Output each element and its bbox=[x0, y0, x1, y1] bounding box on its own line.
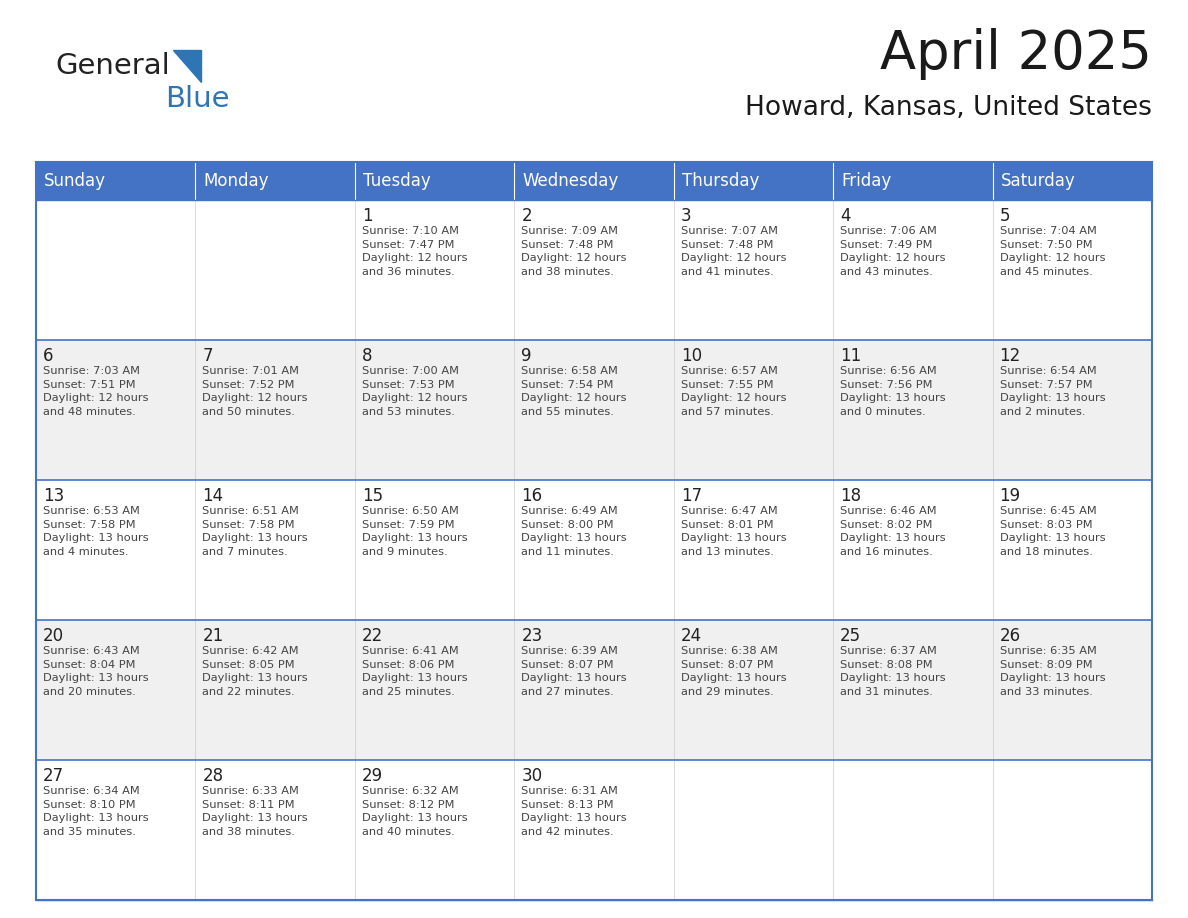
Text: Monday: Monday bbox=[203, 172, 268, 190]
Text: Sunrise: 6:43 AM
Sunset: 8:04 PM
Daylight: 13 hours
and 20 minutes.: Sunrise: 6:43 AM Sunset: 8:04 PM Dayligh… bbox=[43, 646, 148, 697]
Text: Blue: Blue bbox=[165, 85, 229, 113]
Text: 30: 30 bbox=[522, 767, 543, 785]
Text: 6: 6 bbox=[43, 347, 53, 365]
Text: 4: 4 bbox=[840, 207, 851, 225]
Text: Sunday: Sunday bbox=[44, 172, 106, 190]
Text: Sunrise: 6:56 AM
Sunset: 7:56 PM
Daylight: 13 hours
and 0 minutes.: Sunrise: 6:56 AM Sunset: 7:56 PM Dayligh… bbox=[840, 366, 946, 417]
Text: Sunrise: 6:34 AM
Sunset: 8:10 PM
Daylight: 13 hours
and 35 minutes.: Sunrise: 6:34 AM Sunset: 8:10 PM Dayligh… bbox=[43, 786, 148, 837]
Text: 22: 22 bbox=[362, 627, 383, 645]
Text: Sunrise: 6:38 AM
Sunset: 8:07 PM
Daylight: 13 hours
and 29 minutes.: Sunrise: 6:38 AM Sunset: 8:07 PM Dayligh… bbox=[681, 646, 786, 697]
Polygon shape bbox=[173, 50, 201, 82]
Text: Sunrise: 6:50 AM
Sunset: 7:59 PM
Daylight: 13 hours
and 9 minutes.: Sunrise: 6:50 AM Sunset: 7:59 PM Dayligh… bbox=[362, 506, 468, 557]
Text: 24: 24 bbox=[681, 627, 702, 645]
Text: Sunrise: 7:06 AM
Sunset: 7:49 PM
Daylight: 12 hours
and 43 minutes.: Sunrise: 7:06 AM Sunset: 7:49 PM Dayligh… bbox=[840, 226, 946, 277]
Bar bbox=[514, 162, 674, 200]
Bar bbox=[36, 200, 1152, 340]
Text: 2: 2 bbox=[522, 207, 532, 225]
Text: Thursday: Thursday bbox=[682, 172, 759, 190]
Text: Sunrise: 6:37 AM
Sunset: 8:08 PM
Daylight: 13 hours
and 31 minutes.: Sunrise: 6:37 AM Sunset: 8:08 PM Dayligh… bbox=[840, 646, 946, 697]
Text: 26: 26 bbox=[999, 627, 1020, 645]
Text: 7: 7 bbox=[202, 347, 213, 365]
Text: Sunrise: 6:54 AM
Sunset: 7:57 PM
Daylight: 13 hours
and 2 minutes.: Sunrise: 6:54 AM Sunset: 7:57 PM Dayligh… bbox=[999, 366, 1105, 417]
Text: Sunrise: 6:47 AM
Sunset: 8:01 PM
Daylight: 13 hours
and 13 minutes.: Sunrise: 6:47 AM Sunset: 8:01 PM Dayligh… bbox=[681, 506, 786, 557]
Text: Sunrise: 6:49 AM
Sunset: 8:00 PM
Daylight: 13 hours
and 11 minutes.: Sunrise: 6:49 AM Sunset: 8:00 PM Dayligh… bbox=[522, 506, 627, 557]
Text: 5: 5 bbox=[999, 207, 1010, 225]
Text: 16: 16 bbox=[522, 487, 543, 505]
Text: Howard, Kansas, United States: Howard, Kansas, United States bbox=[745, 95, 1152, 121]
Bar bbox=[36, 620, 1152, 760]
Text: 27: 27 bbox=[43, 767, 64, 785]
Bar bbox=[355, 162, 514, 200]
Text: 11: 11 bbox=[840, 347, 861, 365]
Text: Friday: Friday bbox=[841, 172, 891, 190]
Text: 18: 18 bbox=[840, 487, 861, 505]
Text: Sunrise: 6:46 AM
Sunset: 8:02 PM
Daylight: 13 hours
and 16 minutes.: Sunrise: 6:46 AM Sunset: 8:02 PM Dayligh… bbox=[840, 506, 946, 557]
Text: Sunrise: 6:39 AM
Sunset: 8:07 PM
Daylight: 13 hours
and 27 minutes.: Sunrise: 6:39 AM Sunset: 8:07 PM Dayligh… bbox=[522, 646, 627, 697]
Text: 1: 1 bbox=[362, 207, 373, 225]
Text: Sunrise: 6:57 AM
Sunset: 7:55 PM
Daylight: 12 hours
and 57 minutes.: Sunrise: 6:57 AM Sunset: 7:55 PM Dayligh… bbox=[681, 366, 786, 417]
Bar bbox=[36, 480, 1152, 620]
Text: Tuesday: Tuesday bbox=[362, 172, 430, 190]
Text: 14: 14 bbox=[202, 487, 223, 505]
Text: 8: 8 bbox=[362, 347, 372, 365]
Bar bbox=[36, 760, 1152, 900]
Bar bbox=[833, 162, 992, 200]
Bar bbox=[196, 162, 355, 200]
Text: 9: 9 bbox=[522, 347, 532, 365]
Text: Sunrise: 6:32 AM
Sunset: 8:12 PM
Daylight: 13 hours
and 40 minutes.: Sunrise: 6:32 AM Sunset: 8:12 PM Dayligh… bbox=[362, 786, 468, 837]
Text: 17: 17 bbox=[681, 487, 702, 505]
Text: Sunrise: 6:41 AM
Sunset: 8:06 PM
Daylight: 13 hours
and 25 minutes.: Sunrise: 6:41 AM Sunset: 8:06 PM Dayligh… bbox=[362, 646, 468, 697]
Text: 25: 25 bbox=[840, 627, 861, 645]
Text: 19: 19 bbox=[999, 487, 1020, 505]
Text: 10: 10 bbox=[681, 347, 702, 365]
Text: Sunrise: 7:03 AM
Sunset: 7:51 PM
Daylight: 12 hours
and 48 minutes.: Sunrise: 7:03 AM Sunset: 7:51 PM Dayligh… bbox=[43, 366, 148, 417]
Text: Saturday: Saturday bbox=[1000, 172, 1075, 190]
Text: Sunrise: 7:00 AM
Sunset: 7:53 PM
Daylight: 12 hours
and 53 minutes.: Sunrise: 7:00 AM Sunset: 7:53 PM Dayligh… bbox=[362, 366, 467, 417]
Text: Sunrise: 7:10 AM
Sunset: 7:47 PM
Daylight: 12 hours
and 36 minutes.: Sunrise: 7:10 AM Sunset: 7:47 PM Dayligh… bbox=[362, 226, 467, 277]
Text: Sunrise: 6:51 AM
Sunset: 7:58 PM
Daylight: 13 hours
and 7 minutes.: Sunrise: 6:51 AM Sunset: 7:58 PM Dayligh… bbox=[202, 506, 308, 557]
Text: 29: 29 bbox=[362, 767, 383, 785]
Text: Sunrise: 7:09 AM
Sunset: 7:48 PM
Daylight: 12 hours
and 38 minutes.: Sunrise: 7:09 AM Sunset: 7:48 PM Dayligh… bbox=[522, 226, 627, 277]
Text: Sunrise: 6:53 AM
Sunset: 7:58 PM
Daylight: 13 hours
and 4 minutes.: Sunrise: 6:53 AM Sunset: 7:58 PM Dayligh… bbox=[43, 506, 148, 557]
Text: Wednesday: Wednesday bbox=[523, 172, 619, 190]
Text: Sunrise: 6:42 AM
Sunset: 8:05 PM
Daylight: 13 hours
and 22 minutes.: Sunrise: 6:42 AM Sunset: 8:05 PM Dayligh… bbox=[202, 646, 308, 697]
Bar bbox=[36, 162, 196, 200]
Text: 12: 12 bbox=[999, 347, 1020, 365]
Text: Sunrise: 6:35 AM
Sunset: 8:09 PM
Daylight: 13 hours
and 33 minutes.: Sunrise: 6:35 AM Sunset: 8:09 PM Dayligh… bbox=[999, 646, 1105, 697]
Text: 3: 3 bbox=[681, 207, 691, 225]
Text: Sunrise: 7:07 AM
Sunset: 7:48 PM
Daylight: 12 hours
and 41 minutes.: Sunrise: 7:07 AM Sunset: 7:48 PM Dayligh… bbox=[681, 226, 786, 277]
Text: Sunrise: 6:31 AM
Sunset: 8:13 PM
Daylight: 13 hours
and 42 minutes.: Sunrise: 6:31 AM Sunset: 8:13 PM Dayligh… bbox=[522, 786, 627, 837]
Bar bbox=[674, 162, 833, 200]
Bar bbox=[36, 340, 1152, 480]
Text: Sunrise: 6:58 AM
Sunset: 7:54 PM
Daylight: 12 hours
and 55 minutes.: Sunrise: 6:58 AM Sunset: 7:54 PM Dayligh… bbox=[522, 366, 627, 417]
Text: Sunrise: 6:33 AM
Sunset: 8:11 PM
Daylight: 13 hours
and 38 minutes.: Sunrise: 6:33 AM Sunset: 8:11 PM Dayligh… bbox=[202, 786, 308, 837]
Text: 21: 21 bbox=[202, 627, 223, 645]
Text: 15: 15 bbox=[362, 487, 383, 505]
Text: 23: 23 bbox=[522, 627, 543, 645]
Text: General: General bbox=[55, 52, 170, 80]
Text: Sunrise: 6:45 AM
Sunset: 8:03 PM
Daylight: 13 hours
and 18 minutes.: Sunrise: 6:45 AM Sunset: 8:03 PM Dayligh… bbox=[999, 506, 1105, 557]
Text: Sunrise: 7:04 AM
Sunset: 7:50 PM
Daylight: 12 hours
and 45 minutes.: Sunrise: 7:04 AM Sunset: 7:50 PM Dayligh… bbox=[999, 226, 1105, 277]
Text: 20: 20 bbox=[43, 627, 64, 645]
Text: 28: 28 bbox=[202, 767, 223, 785]
Text: 13: 13 bbox=[43, 487, 64, 505]
Bar bbox=[992, 162, 1152, 200]
Text: April 2025: April 2025 bbox=[880, 28, 1152, 80]
Text: Sunrise: 7:01 AM
Sunset: 7:52 PM
Daylight: 12 hours
and 50 minutes.: Sunrise: 7:01 AM Sunset: 7:52 PM Dayligh… bbox=[202, 366, 308, 417]
Bar bbox=[36, 162, 1152, 900]
